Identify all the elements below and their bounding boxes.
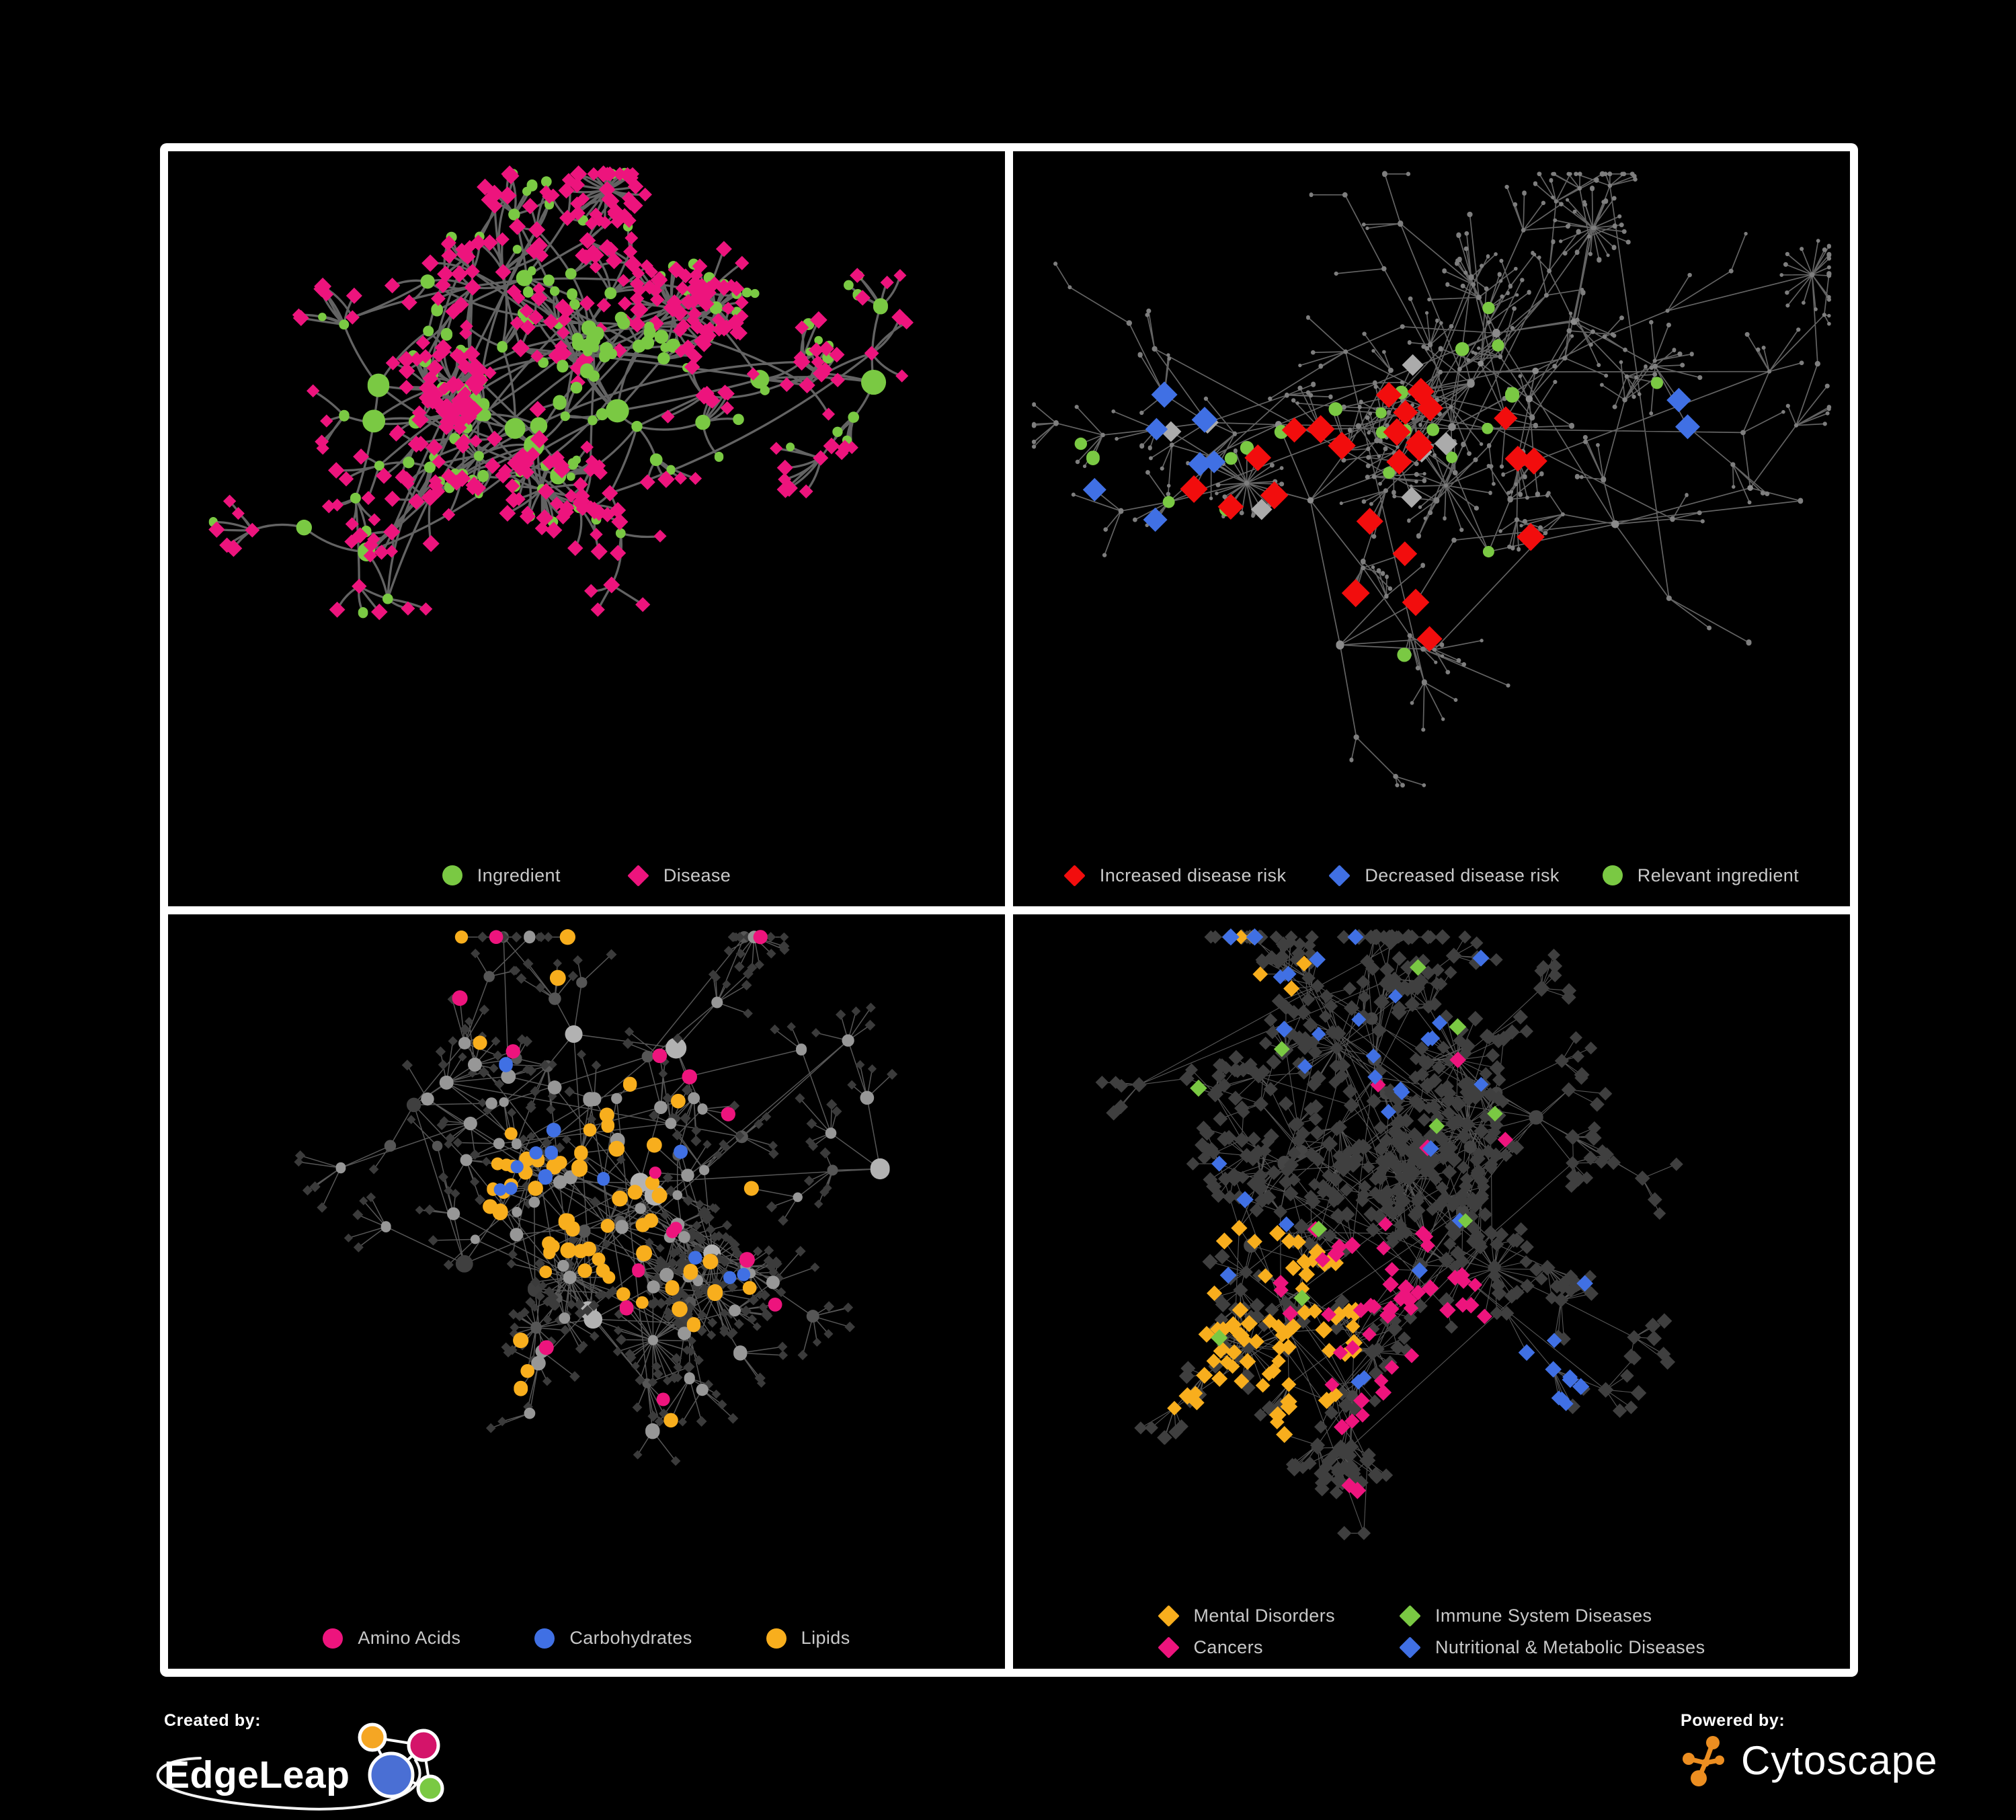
legend-label: Lipids <box>801 1628 850 1648</box>
panel-disease-risk: Increased disease risk Decreased disease … <box>1013 151 1850 906</box>
network-nodes-circle-highlight <box>1074 301 1663 662</box>
legend-marker-circle <box>323 1628 344 1649</box>
legend-item-ingredient: Ingredient <box>442 865 561 886</box>
network-nodes-circle <box>1031 171 1832 788</box>
legend-nutrient-classes: Amino Acids Carbohydrates Lipids <box>168 1628 1005 1649</box>
edgeleap-logo-text: EdgeLeap <box>164 1753 350 1796</box>
network-graph-ingredient-disease <box>208 165 914 621</box>
legend-marker-diamond <box>1157 1605 1180 1627</box>
legend-item-increased-disease-risk: Increased disease risk <box>1063 864 1287 887</box>
legend-marker-diamond <box>1063 864 1086 887</box>
legend-ingredient-disease: Ingredient Disease <box>168 864 1005 887</box>
network-graph-nutrient-classes <box>294 928 898 1466</box>
legend-label: Mental Disorders <box>1193 1606 1335 1626</box>
legend-marker-circle <box>1602 865 1623 885</box>
legend-item-disease: Disease <box>627 864 731 887</box>
legend-marker-circle <box>534 1628 555 1649</box>
network-nodes-diamond-highlight <box>1180 378 1547 652</box>
cytoscape-brand-row: Cytoscape <box>1681 1733 1937 1787</box>
created-by-label: Created by: <box>164 1711 261 1730</box>
legend-item-mental-disorders: Mental Disorders <box>1157 1605 1335 1627</box>
network-nodes-circle <box>335 930 875 1439</box>
network-graph-disease-categories <box>1095 928 1683 1540</box>
network-edges <box>212 173 908 614</box>
network-nodes-circle-highlight <box>493 1056 751 1284</box>
network-edges <box>1033 173 1830 786</box>
legend-disease-risk: Increased disease risk Decreased disease … <box>1013 864 1850 887</box>
legend-label: Disease <box>663 865 731 885</box>
edgeleap-credit: Created by: EdgeLeap <box>156 1711 450 1817</box>
legend-label: Increased disease risk <box>1099 865 1287 885</box>
legend-item-carbohydrates: Carbohydrates <box>534 1628 692 1649</box>
edgeleap-logo-icon <box>358 1723 444 1803</box>
legend-label: Nutritional & Metabolic Diseases <box>1435 1637 1705 1657</box>
legend-disease-categories: Mental Disorders Immune System Diseases Ca… <box>1013 1605 1850 1659</box>
network-nodes-diamond <box>1095 928 1683 1540</box>
legend-item-nutritional-metabolic-diseases: Nutritional & Metabolic Diseases <box>1399 1636 1705 1659</box>
legend-marker-circle <box>766 1628 787 1649</box>
legend-item-relevant-ingredient: Relevant ingredient <box>1602 865 1800 886</box>
legend-item-amino-acids: Amino Acids <box>323 1628 460 1649</box>
panel-disease-categories: Mental Disorders Immune System Diseases Ca… <box>1013 914 1850 1669</box>
cytoscape-logo-text: Cytoscape <box>1741 1737 1938 1783</box>
legend-item-immune-system-diseases: Immune System Diseases <box>1399 1605 1705 1627</box>
legend-marker-diamond <box>1328 864 1351 887</box>
network-nodes-diamond-highlight <box>1167 929 1365 1443</box>
legend-marker-diamond <box>1399 1605 1421 1627</box>
legend-label: Relevant ingredient <box>1637 865 1800 885</box>
panels-frame: Ingredient Disease Increased disease risk… <box>160 143 1858 1677</box>
network-nodes-diamond <box>208 165 914 621</box>
network-nodes-diamond-highlight <box>1273 1051 1513 1499</box>
legend-label: Ingredient <box>477 865 561 885</box>
network-nodes-diamond-highlight <box>1211 928 1593 1411</box>
legend-label: Decreased disease risk <box>1365 865 1560 885</box>
panel-ingredient-disease: Ingredient Disease <box>168 151 1005 906</box>
cytoscape-logo-icon <box>1683 1736 1724 1786</box>
panel-nutrient-classes: Amino Acids Carbohydrates Lipids <box>168 914 1005 1669</box>
legend-label: Amino Acids <box>358 1628 461 1648</box>
edgeleap-brand-row: EdgeLeap <box>156 1723 450 1817</box>
legend-item-decreased-disease-risk: Decreased disease risk <box>1328 864 1560 887</box>
legend-item-lipids: Lipids <box>766 1628 850 1649</box>
legend-marker-diamond <box>627 864 649 887</box>
network-nodes-diamond <box>294 931 898 1466</box>
cytoscape-credit: Powered by: Cytoscape <box>1681 1711 1937 1787</box>
network-nodes-circle-highlight <box>557 311 670 432</box>
network-nodes-circle-highlight <box>454 928 759 1427</box>
legend-label: Carbohydrates <box>569 1628 692 1648</box>
legend-label: Immune System Diseases <box>1435 1606 1652 1626</box>
legend-marker-diamond <box>1157 1636 1180 1659</box>
legend-marker-circle <box>442 865 462 885</box>
legend-item-cancers: Cancers <box>1157 1636 1335 1659</box>
powered-by-label: Powered by: <box>1681 1711 1785 1730</box>
legend-label: Cancers <box>1193 1637 1263 1657</box>
network-graph-disease-risk <box>1031 171 1832 788</box>
legend-marker-diamond <box>1399 1636 1421 1659</box>
